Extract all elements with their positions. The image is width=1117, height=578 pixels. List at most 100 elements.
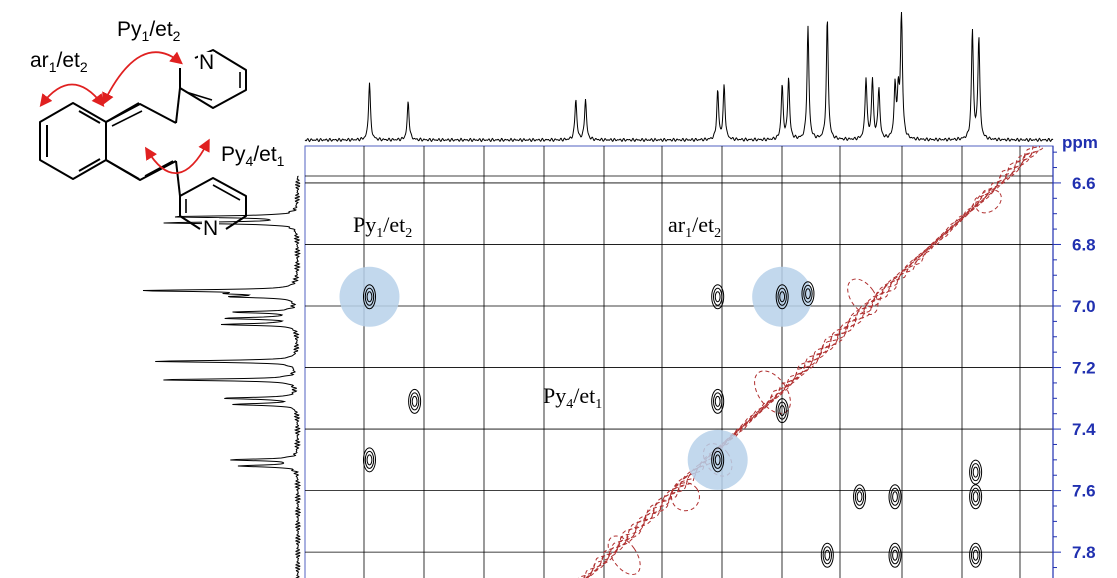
cross-peak-4-ring-1 xyxy=(712,392,723,411)
cross-peak-11-ring-0 xyxy=(969,459,983,485)
upper-vinyl-bond xyxy=(105,103,177,124)
lower-pyridine-inner xyxy=(185,184,241,213)
cross-peak-15-ring-2 xyxy=(972,549,979,561)
upper-pyridine-inner xyxy=(185,72,241,101)
cross-peak-6-ring-0 xyxy=(775,284,789,310)
unit-label-ppm: ppm xyxy=(1062,133,1098,152)
cross-peak-1-ring-0 xyxy=(362,447,376,473)
highlight-circle-6 xyxy=(752,266,813,327)
annotation-ar1-et2: ar1/et2 xyxy=(668,212,722,241)
pyridine-n-upper: N xyxy=(198,51,216,74)
cross-peak-10-ring-1 xyxy=(890,487,900,506)
upper-vinyl-double xyxy=(111,110,143,127)
cross-peak-2-ring-1 xyxy=(409,392,420,411)
cross-peak-2-ring-0 xyxy=(408,388,422,414)
upper-link xyxy=(175,87,181,124)
benzene-ring xyxy=(39,102,107,180)
left-projection-spectrum xyxy=(142,175,302,578)
arrow-py4-et1 xyxy=(145,138,210,175)
cross-peak-3-ring-1 xyxy=(712,287,723,306)
top-projection-spectrum xyxy=(304,11,1054,143)
lower-pyridine-ring xyxy=(179,177,247,230)
cross-peak-14-ring-1 xyxy=(890,546,900,565)
y-tick-label: 6.6 xyxy=(1072,174,1096,193)
cross-peak-10-ring-0 xyxy=(888,484,902,510)
cross-peak-0-ring-2 xyxy=(366,291,373,303)
y-tick-label: 6.8 xyxy=(1072,235,1096,254)
cross-peak-3-ring-2 xyxy=(714,291,721,303)
cross-peaks xyxy=(362,281,983,568)
y-axis: 6.6 6.8 7.0 7.2 7.4 7.6 7.8 xyxy=(1052,146,1096,578)
arrow-ar1-et2 xyxy=(39,83,105,107)
cross-peak-13-ring-2 xyxy=(824,549,831,561)
cross-peak-9-ring-0 xyxy=(853,484,867,510)
cross-peak-3-ring-0 xyxy=(711,284,725,310)
y-tick-label: 7.6 xyxy=(1072,482,1096,501)
cross-peak-5-ring-1 xyxy=(712,450,723,469)
diagonal-peaks xyxy=(578,146,1046,578)
cross-peak-7-ring-2 xyxy=(779,405,786,417)
mol-label-py4-et1: Py4/et1 xyxy=(221,143,285,169)
highlight-circle-0 xyxy=(339,266,400,327)
annotation-py4-et1: Py4/et1 xyxy=(543,383,603,412)
plot-grid xyxy=(305,146,1053,578)
plot-frame xyxy=(304,145,1054,578)
diagonal-contour-6 xyxy=(587,146,1046,578)
cross-peak-7-ring-1 xyxy=(777,401,787,420)
cross-peak-9-ring-1 xyxy=(854,487,865,506)
cross-peak-8-ring-0 xyxy=(801,281,815,307)
cross-peak-14-ring-0 xyxy=(888,542,902,568)
y-tick-label: 7.4 xyxy=(1072,420,1096,439)
cross-peak-8-ring-2 xyxy=(805,288,811,300)
diagonal-blob-3 xyxy=(670,482,700,512)
diagonal-blob-5 xyxy=(975,189,1002,214)
y-tick-label: 7.0 xyxy=(1072,297,1096,316)
cross-peak-13-ring-0 xyxy=(820,542,834,568)
lower-vinyl-bond xyxy=(105,159,177,181)
lower-link xyxy=(175,160,181,197)
cross-peak-9-ring-2 xyxy=(856,491,863,503)
diagonal-blob-4 xyxy=(607,535,641,576)
cross-peak-5-ring-2 xyxy=(714,454,721,466)
diagonal-contour-3 xyxy=(586,146,1037,578)
cross-peak-14-ring-2 xyxy=(892,549,898,561)
arrow-py1-et2 xyxy=(102,51,183,106)
y-tick-label: 7.8 xyxy=(1072,543,1096,562)
mol-label-py1-et2: Py1/et2 xyxy=(117,18,181,44)
cross-peak-4-ring-0 xyxy=(711,388,725,414)
cross-peak-1-ring-2 xyxy=(366,454,373,466)
cross-peak-4-ring-2 xyxy=(714,395,721,407)
cross-peak-2-ring-2 xyxy=(411,395,418,407)
diagonal-blob-0 xyxy=(847,278,879,316)
benzene-inner-bonds xyxy=(46,110,101,172)
diagonal-contour-4 xyxy=(586,146,1034,578)
cross-peak-7-ring-0 xyxy=(775,398,789,424)
cross-peak-11-ring-1 xyxy=(970,463,981,482)
cross-peak-0-ring-1 xyxy=(364,287,375,306)
cross-peak-0-ring-0 xyxy=(362,284,376,310)
cross-peak-12-ring-1 xyxy=(970,487,981,506)
annotation-py1-et2: Py1/et2 xyxy=(353,212,413,241)
cross-peak-6-ring-1 xyxy=(777,287,787,306)
cross-peak-6-ring-2 xyxy=(779,291,786,303)
cross-peak-5-ring-0 xyxy=(711,447,725,473)
highlight-circle-5 xyxy=(687,429,748,490)
pyridine-n-lower: N xyxy=(202,217,220,240)
cross-peak-8-ring-1 xyxy=(803,284,813,303)
cross-peak-10-ring-2 xyxy=(892,491,898,503)
mol-label-ar1-et2: ar1/et2 xyxy=(30,49,88,75)
y-tick-label: 7.2 xyxy=(1072,359,1096,378)
molecule-structure xyxy=(39,49,247,230)
cross-peak-13-ring-1 xyxy=(822,546,833,565)
cross-peak-12-ring-2 xyxy=(972,491,979,503)
diagonal-contour-0 xyxy=(584,154,1026,578)
highlight-circles xyxy=(339,266,813,490)
lower-vinyl-double xyxy=(144,160,174,177)
cross-peak-1-ring-1 xyxy=(364,450,375,469)
cross-peak-15-ring-1 xyxy=(970,546,981,565)
cross-peak-11-ring-2 xyxy=(972,466,979,478)
cross-peak-12-ring-0 xyxy=(969,484,983,510)
diagonal-contour-5 xyxy=(583,146,1041,578)
